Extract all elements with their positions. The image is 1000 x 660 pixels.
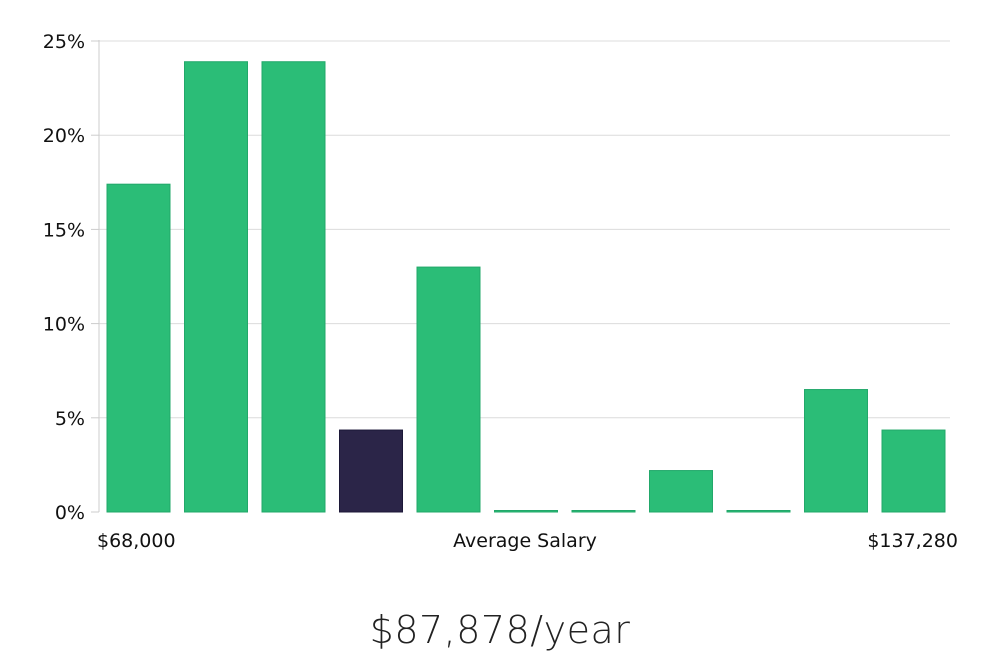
y-tick-label: 10% [43,314,85,336]
y-tick-label: 15% [43,219,85,241]
histogram-bar[interactable] [726,510,791,513]
histogram-bar[interactable] [649,470,713,513]
x-axis-max-label: $137,280 [867,530,958,552]
histogram-bar[interactable] [804,389,868,513]
x-axis-min-label: $68,000 [97,530,176,552]
y-tick-label: 20% [43,125,85,147]
histogram-bar[interactable] [261,61,326,513]
y-tick-label: 25% [43,31,85,53]
average-salary-value: $87,878/year [369,608,631,652]
x-axis-title: Average Salary [453,530,597,552]
histogram-bar[interactable] [494,510,558,513]
y-tick-label: 5% [55,408,85,430]
y-tick-label: 0% [55,502,85,524]
bars [106,61,946,513]
histogram-bar[interactable] [184,61,248,513]
histogram-bar[interactable] [881,429,946,513]
y-axis-ticks: 0% 5% 10% 15% 20% 25% [43,31,99,524]
histogram-bar-highlighted[interactable] [339,429,403,513]
salary-histogram-chart: 0%5%10%15%20%25% $68,000 Average Salary … [43,31,958,552]
histogram-bar[interactable] [106,183,171,513]
histogram-bar[interactable] [571,510,636,513]
histogram-bar[interactable] [416,266,481,513]
